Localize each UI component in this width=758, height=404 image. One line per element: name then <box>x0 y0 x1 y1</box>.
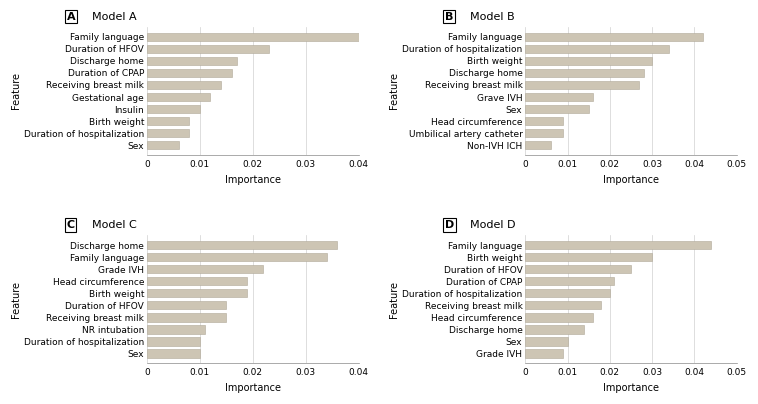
Y-axis label: Feature: Feature <box>11 72 21 109</box>
Bar <box>525 93 593 101</box>
Bar <box>147 253 327 261</box>
Bar <box>525 141 550 149</box>
Bar <box>147 57 236 65</box>
Y-axis label: Feature: Feature <box>11 281 21 318</box>
Bar <box>147 141 179 149</box>
Bar <box>147 277 247 285</box>
Bar <box>525 117 563 125</box>
Bar <box>147 349 200 358</box>
Bar <box>525 253 652 261</box>
Bar <box>525 289 610 297</box>
Text: Model A: Model A <box>92 12 136 22</box>
Bar <box>147 337 200 345</box>
Bar <box>525 349 563 358</box>
Text: D: D <box>445 220 454 230</box>
Bar <box>525 301 601 309</box>
Bar <box>147 301 227 309</box>
Text: B: B <box>445 12 453 22</box>
Bar <box>147 81 221 89</box>
X-axis label: Importance: Importance <box>603 383 659 393</box>
Bar <box>147 105 200 113</box>
Bar <box>525 277 614 285</box>
Bar <box>525 105 589 113</box>
Bar <box>147 33 359 41</box>
Text: Model C: Model C <box>92 220 136 230</box>
Bar <box>147 289 247 297</box>
Bar <box>147 325 205 334</box>
Bar <box>147 93 211 101</box>
Bar <box>147 45 268 53</box>
Bar <box>147 69 232 77</box>
Bar <box>147 313 227 322</box>
X-axis label: Importance: Importance <box>603 175 659 185</box>
Bar <box>525 313 593 322</box>
X-axis label: Importance: Importance <box>224 383 280 393</box>
Bar <box>525 81 640 89</box>
Text: Model B: Model B <box>470 12 515 22</box>
Bar <box>525 69 644 77</box>
Bar <box>525 325 584 334</box>
Text: C: C <box>67 220 74 230</box>
Bar <box>525 57 652 65</box>
Y-axis label: Feature: Feature <box>390 281 399 318</box>
Bar <box>525 129 563 137</box>
Bar <box>147 117 190 125</box>
Bar <box>525 45 669 53</box>
Y-axis label: Feature: Feature <box>390 72 399 109</box>
Text: A: A <box>67 12 75 22</box>
Bar <box>525 265 631 274</box>
Bar <box>147 129 190 137</box>
Bar <box>525 337 568 345</box>
Bar <box>147 241 337 249</box>
Text: Model D: Model D <box>470 220 515 230</box>
Bar <box>525 241 712 249</box>
Bar <box>525 33 703 41</box>
X-axis label: Importance: Importance <box>224 175 280 185</box>
Bar <box>147 265 263 274</box>
